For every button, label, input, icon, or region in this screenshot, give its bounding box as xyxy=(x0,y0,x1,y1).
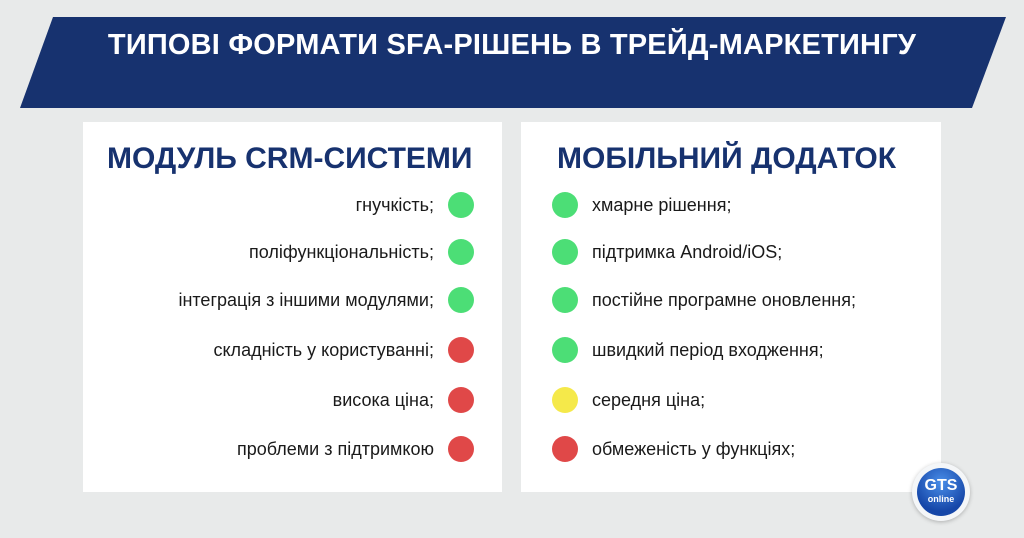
status-dot-green-icon xyxy=(552,239,578,265)
logo-text: GTS xyxy=(924,477,958,494)
item-text: висока ціна; xyxy=(332,389,434,410)
item-text: хмарне рішення; xyxy=(592,194,732,215)
status-dot-red-icon xyxy=(448,337,474,363)
list-item: інтеграція з іншими модулями; xyxy=(178,287,474,313)
panel-heading: МОБІЛЬНИЙ ДОДАТОК xyxy=(557,142,897,175)
item-text: підтримка Android/iOS; xyxy=(592,241,783,262)
list-item: постійне програмне оновлення; xyxy=(552,287,856,313)
list-item: швидкий період входження; xyxy=(552,337,824,363)
logo-subtext: online xyxy=(927,494,955,504)
status-dot-green-icon xyxy=(552,287,578,313)
list-item: хмарне рішення; xyxy=(552,192,731,218)
logo-badge: GTS online xyxy=(917,468,965,516)
item-text: гнучкість; xyxy=(355,194,434,215)
mobile-app-panel: МОБІЛЬНИЙ ДОДАТОК хмарне рішення; підтрим… xyxy=(521,122,941,492)
list-item: проблеми з підтримкою xyxy=(237,436,474,462)
status-dot-green-icon xyxy=(448,192,474,218)
status-dot-green-icon xyxy=(448,287,474,313)
status-dot-yellow-icon xyxy=(552,387,578,413)
list-item: підтримка Android/iOS; xyxy=(552,239,782,265)
status-dot-red-icon xyxy=(552,436,578,462)
item-text: обмеженість у функціях; xyxy=(592,438,796,459)
item-text: поліфункціональність; xyxy=(248,241,434,262)
status-dot-green-icon xyxy=(448,239,474,265)
status-dot-red-icon xyxy=(448,387,474,413)
status-dot-red-icon xyxy=(448,436,474,462)
item-text: швидкий період входження; xyxy=(592,339,824,360)
title-banner xyxy=(20,17,1006,108)
status-dot-green-icon xyxy=(552,192,578,218)
list-item: середня ціна; xyxy=(552,387,705,413)
status-dot-green-icon xyxy=(552,337,578,363)
list-item: обмеженість у функціях; xyxy=(552,436,795,462)
panel-heading: МОДУЛЬ CRM-СИСТЕМИ xyxy=(107,142,473,175)
crm-module-panel: МОДУЛЬ CRM-СИСТЕМИ гнучкість; поліфункціо… xyxy=(83,122,502,492)
list-item: гнучкість; xyxy=(356,192,474,218)
page-title: ТИПОВІ ФОРМАТИ SFA-РІШЕНЬ В ТРЕЙД-МАРКЕТ… xyxy=(107,29,917,61)
item-text: постійне програмне оновлення; xyxy=(592,289,856,310)
item-text: проблеми з підтримкою xyxy=(237,438,434,459)
item-text: інтеграція з іншими модулями; xyxy=(178,289,434,310)
list-item: поліфункціональність; xyxy=(249,239,474,265)
item-text: складність у користуванні; xyxy=(213,339,434,360)
list-item: складність у користуванні; xyxy=(213,337,474,363)
gts-online-logo: GTS online xyxy=(912,463,970,521)
list-item: висока ціна; xyxy=(333,387,474,413)
item-text: середня ціна; xyxy=(592,389,706,410)
